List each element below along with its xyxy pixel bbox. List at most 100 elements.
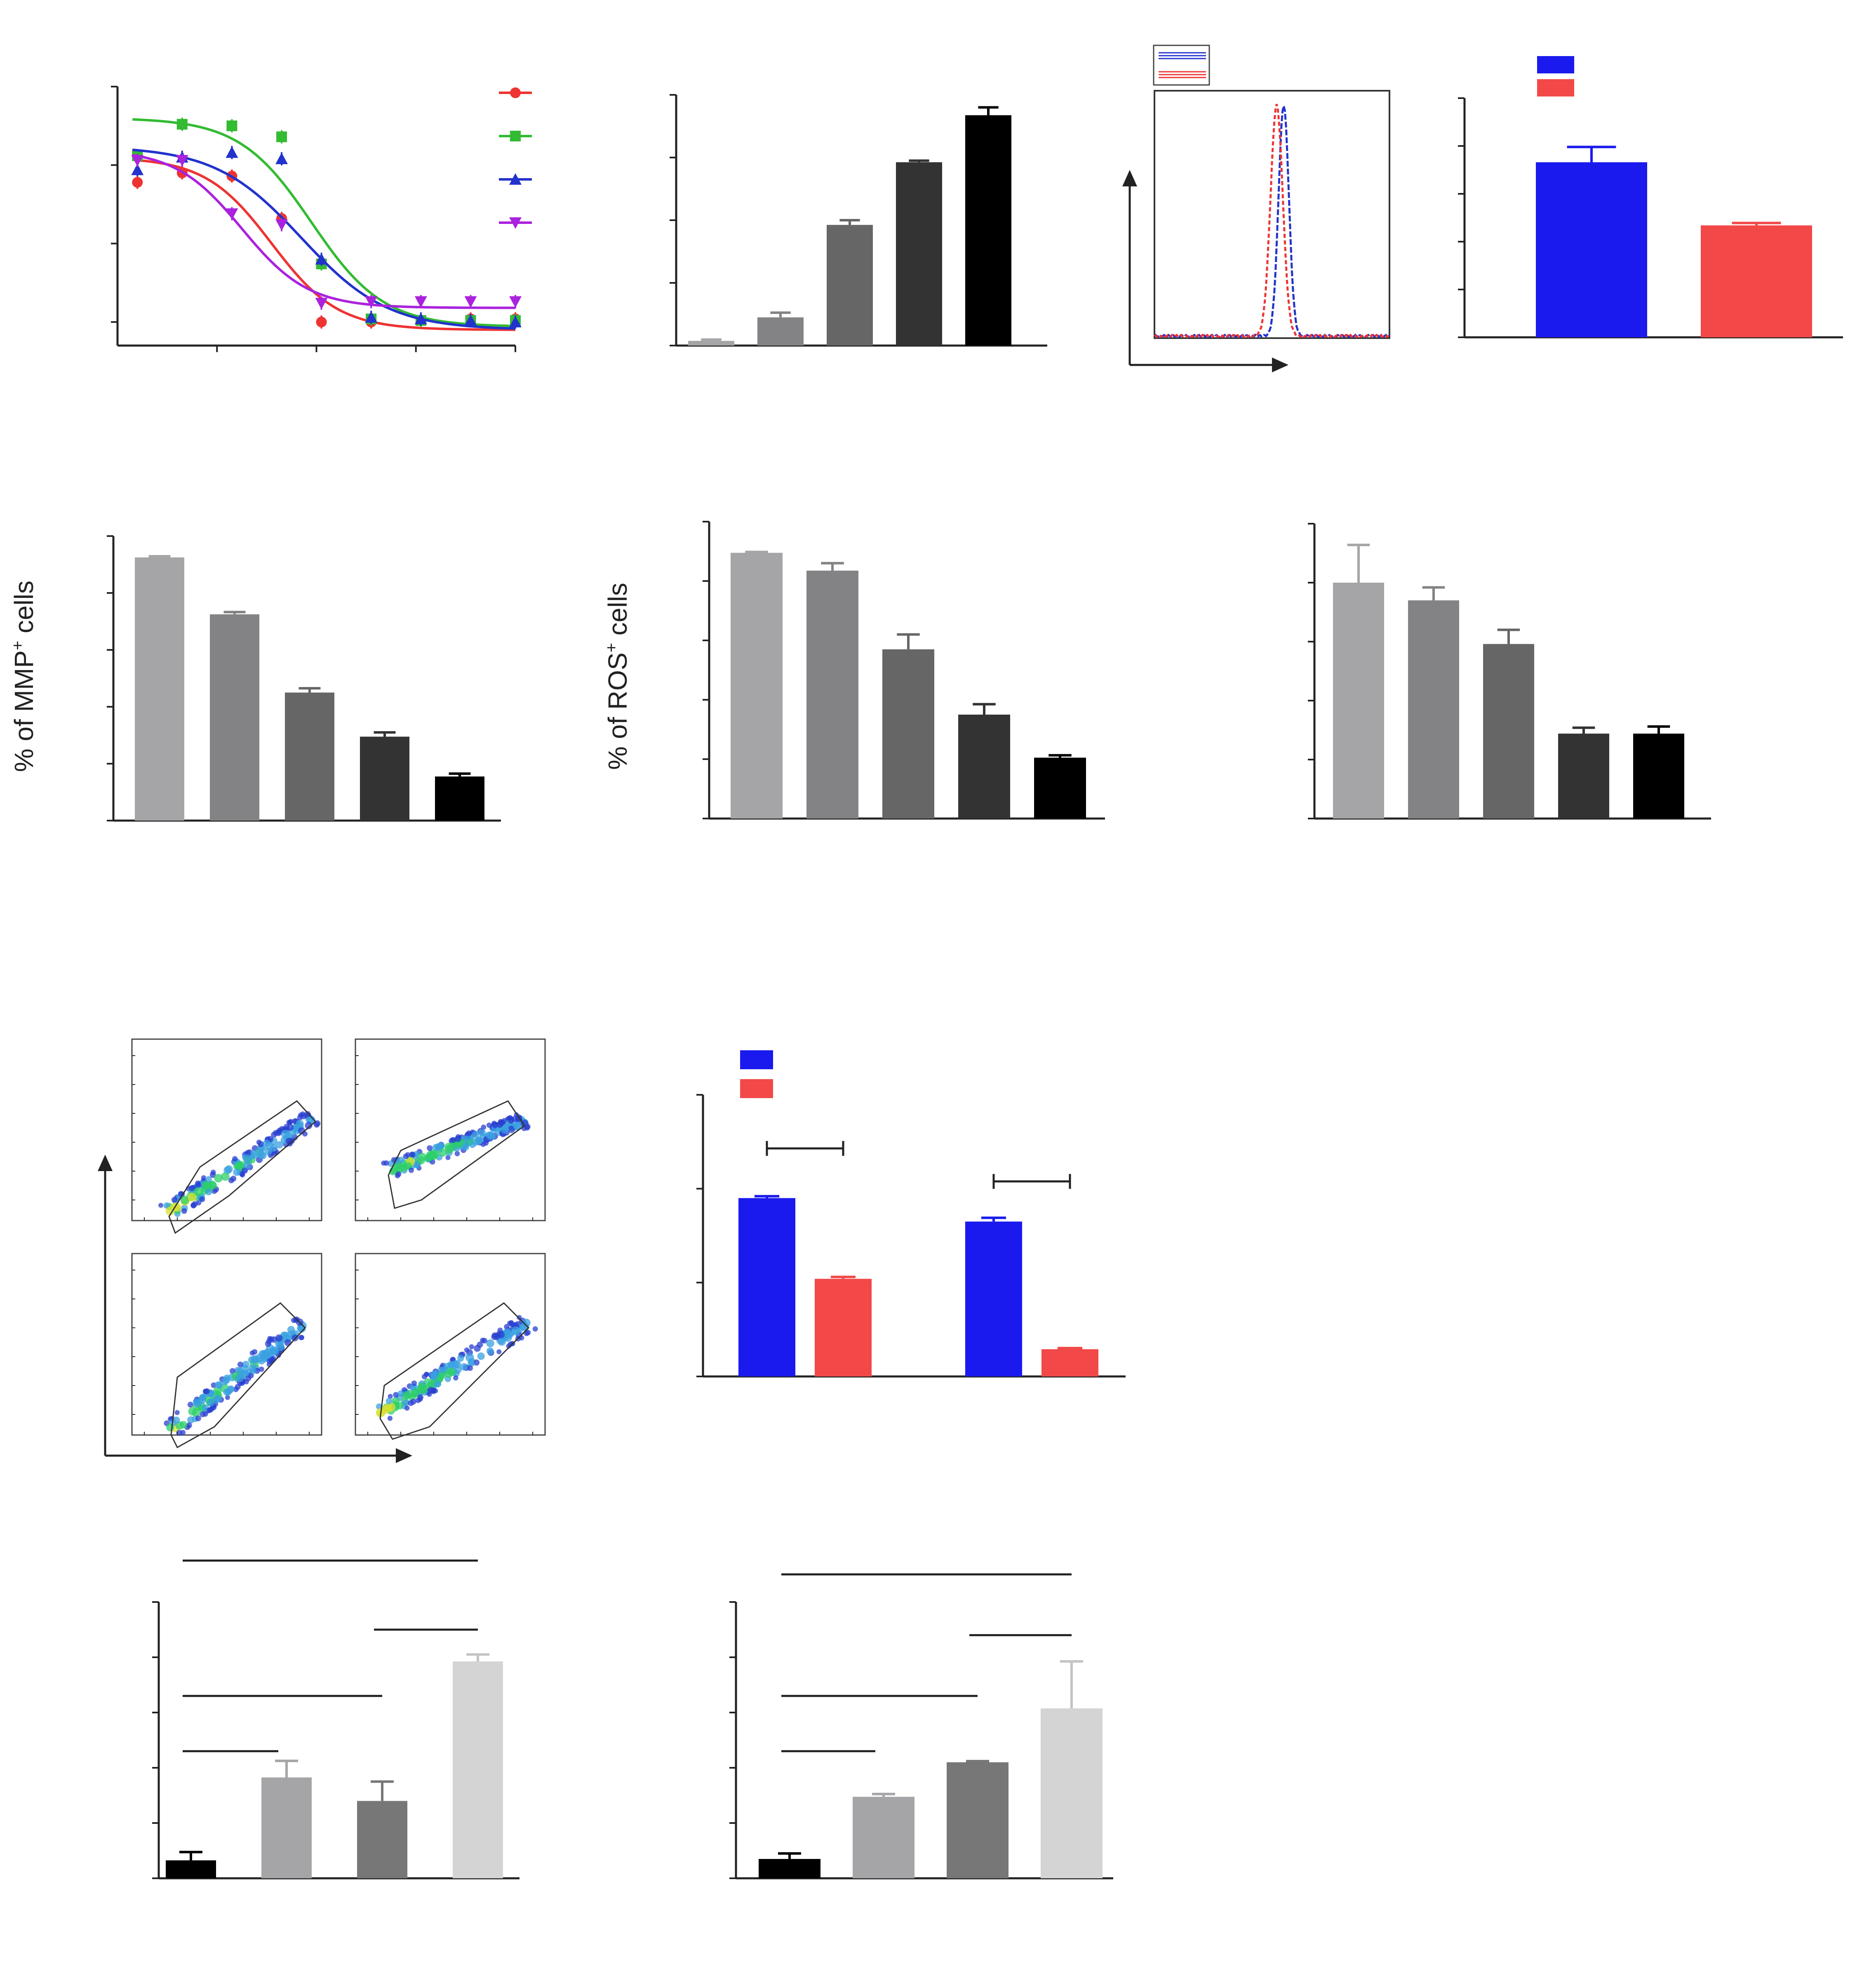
cell-dot <box>383 1404 393 1413</box>
cell-dot <box>298 1335 304 1340</box>
cell-dot <box>243 1161 251 1169</box>
cell-dot <box>491 1332 498 1339</box>
cell-dot <box>396 1402 404 1410</box>
cell-dot <box>483 1140 489 1146</box>
data-point <box>315 298 328 310</box>
y-axis-label: % of MMP+ cells <box>9 581 39 772</box>
cell-dot <box>504 1330 514 1339</box>
cell-dot <box>195 1182 201 1188</box>
bar-4 <box>965 115 1011 346</box>
bar-1 <box>1701 225 1812 337</box>
cell-dot <box>454 1151 460 1157</box>
cell-dot <box>288 1119 294 1124</box>
cell-dot <box>192 1201 198 1207</box>
cell-dot <box>199 1196 205 1202</box>
cell-dot <box>486 1339 494 1348</box>
cell-dot <box>266 1358 273 1364</box>
flow-plot-3 <box>355 1253 546 1440</box>
cell-dot <box>232 1156 238 1162</box>
cell-dot <box>279 1126 285 1132</box>
cell-dot <box>287 1124 294 1131</box>
cell-dot <box>520 1120 529 1128</box>
cell-dot <box>444 1145 454 1154</box>
cell-dot <box>437 1143 444 1150</box>
data-point <box>275 153 288 165</box>
data-point <box>414 313 427 325</box>
cell-dot <box>188 1407 197 1416</box>
data-point <box>464 314 477 326</box>
cell-dot <box>259 1367 264 1372</box>
panel-g-chart <box>1308 523 1711 820</box>
y-axis-label: % of ROS+ cells <box>602 583 632 770</box>
data-point <box>226 146 238 158</box>
cell-dot <box>496 1349 502 1355</box>
bar-3 <box>896 162 942 346</box>
legend-swatch <box>1537 56 1574 73</box>
cell-dot <box>451 1360 459 1368</box>
x-arrow-head <box>1272 358 1288 372</box>
cell-dot <box>188 1185 195 1191</box>
cell-dot <box>501 1125 509 1134</box>
cell-dot <box>404 1405 410 1411</box>
bar-3 <box>453 1661 503 1878</box>
cell-dot <box>267 1336 273 1341</box>
cell-dot <box>166 1423 174 1432</box>
bar-3 <box>360 736 409 821</box>
cell-dot <box>207 1407 213 1413</box>
cell-dot <box>496 1121 503 1128</box>
cell-dot <box>204 1388 210 1394</box>
cell-dot <box>426 1150 435 1160</box>
cell-dot <box>273 1130 279 1136</box>
bar-2 <box>827 225 873 346</box>
cell-dot <box>517 1315 522 1320</box>
histogram-dmso <box>1154 106 1390 339</box>
series-reh <box>132 118 532 327</box>
cell-dot <box>444 1369 453 1378</box>
bar-4 <box>435 776 484 821</box>
cell-dot <box>430 1389 436 1394</box>
data-point <box>132 177 143 188</box>
cell-dot <box>532 1326 538 1332</box>
panel-f-chart: % of ROS+ cells <box>602 521 1105 820</box>
cell-dot <box>438 1148 447 1157</box>
panel-k-chart <box>729 1573 1113 1880</box>
cell-dot <box>186 1422 192 1428</box>
bar-1 <box>261 1777 312 1878</box>
cell-dot <box>181 1208 187 1214</box>
panel-d-chart <box>1458 56 1843 339</box>
cell-dot <box>257 1356 266 1364</box>
cell-dot <box>504 1324 510 1330</box>
cell-dot <box>205 1176 212 1183</box>
cell-dot <box>233 1168 241 1176</box>
cell-dot <box>187 1193 197 1202</box>
cell-dot <box>466 1130 472 1136</box>
flow-plot-2 <box>131 1253 322 1449</box>
cell-dot <box>240 1364 249 1373</box>
cell-dot <box>291 1317 296 1323</box>
flow-plot-0 <box>131 1038 322 1234</box>
legend <box>1153 45 1210 86</box>
cell-dot <box>465 1353 474 1362</box>
y-axis-label-superscript: + <box>602 643 621 652</box>
bar-1 <box>806 570 858 819</box>
cell-dot <box>409 1167 414 1173</box>
cell-dot <box>259 1350 267 1358</box>
cell-dot <box>430 1371 437 1379</box>
cell-dot <box>512 1326 521 1336</box>
flow-plot-1 <box>355 1038 546 1221</box>
cell-dot <box>497 1327 503 1333</box>
bar-0 <box>1536 162 1647 337</box>
cell-dot <box>450 1137 456 1143</box>
cell-dot <box>388 1394 393 1399</box>
bar-azd4573 <box>1041 1349 1098 1376</box>
cell-dot <box>165 1207 175 1216</box>
cell-dot <box>402 1391 411 1400</box>
cell-dot <box>469 1344 474 1350</box>
cell-dot <box>187 1402 193 1408</box>
cell-dot <box>212 1396 220 1404</box>
cell-dot <box>460 1363 468 1371</box>
y-axis-label-superscript: + <box>9 641 27 650</box>
bar-3 <box>1041 1708 1103 1878</box>
panel-b-chart <box>670 94 1047 347</box>
